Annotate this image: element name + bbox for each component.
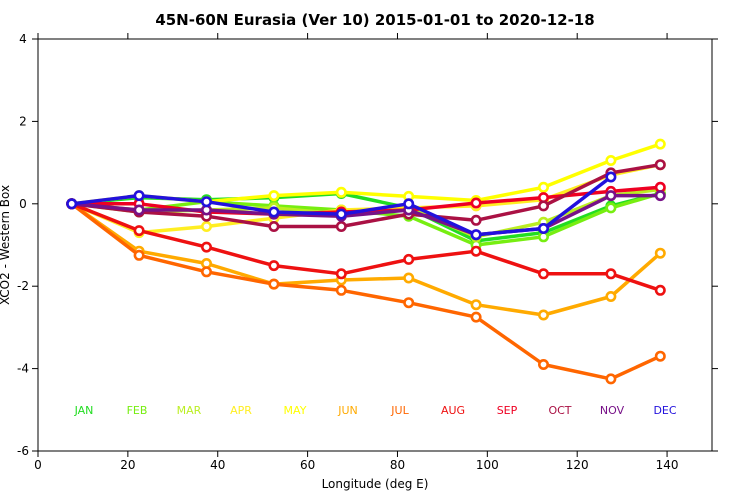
legend-jul: JUL bbox=[390, 404, 409, 417]
y-axis-label: XCO2 - Western Box bbox=[0, 185, 12, 305]
data-point bbox=[605, 373, 617, 385]
x-tick-label: 40 bbox=[210, 458, 225, 472]
data-point bbox=[335, 208, 347, 220]
data-point bbox=[201, 241, 213, 253]
data-point bbox=[537, 358, 549, 370]
legend-feb: FEB bbox=[127, 404, 148, 417]
data-point bbox=[605, 268, 617, 280]
data-point bbox=[654, 138, 666, 150]
data-point bbox=[654, 159, 666, 171]
series-line bbox=[69, 202, 663, 293]
data-point bbox=[133, 204, 145, 216]
data-point bbox=[403, 253, 415, 265]
data-point bbox=[470, 214, 482, 226]
data-point bbox=[537, 181, 549, 193]
data-point bbox=[654, 247, 666, 259]
x-tick-label: 120 bbox=[566, 458, 589, 472]
legend-dec: DEC bbox=[653, 404, 676, 417]
data-point bbox=[133, 225, 145, 237]
data-point bbox=[66, 198, 78, 210]
data-point bbox=[654, 350, 666, 362]
data-point bbox=[268, 221, 280, 233]
legend-oct: OCT bbox=[548, 404, 571, 417]
data-point bbox=[403, 297, 415, 309]
series-line bbox=[69, 193, 663, 237]
x-tick-label: 60 bbox=[300, 458, 315, 472]
data-point bbox=[403, 198, 415, 210]
data-point bbox=[201, 266, 213, 278]
y-tick-label: 4 bbox=[19, 32, 27, 46]
chart-title: 45N-60N Eurasia (Ver 10) 2015-01-01 to 2… bbox=[155, 11, 594, 29]
data-point bbox=[403, 272, 415, 284]
y-tick-label: 2 bbox=[19, 114, 27, 128]
data-point bbox=[537, 268, 549, 280]
series-dec bbox=[66, 171, 617, 241]
series-line bbox=[69, 185, 663, 216]
data-point bbox=[335, 268, 347, 280]
x-tick-label: 20 bbox=[120, 458, 135, 472]
legend-nov: NOV bbox=[600, 404, 625, 417]
data-point bbox=[133, 249, 145, 261]
legend-aug: AUG bbox=[441, 404, 465, 417]
y-tick-label: -6 bbox=[17, 444, 29, 458]
data-point bbox=[335, 221, 347, 233]
data-point bbox=[605, 171, 617, 183]
data-point bbox=[335, 186, 347, 198]
data-point bbox=[470, 245, 482, 257]
y-tick-label: -4 bbox=[17, 362, 29, 376]
data-point bbox=[654, 284, 666, 296]
legend-sep: SEP bbox=[497, 404, 518, 417]
data-point bbox=[268, 190, 280, 202]
y-tick-label: -2 bbox=[17, 279, 29, 293]
data-point bbox=[537, 223, 549, 235]
data-point bbox=[537, 309, 549, 321]
legend-mar: MAR bbox=[177, 404, 202, 417]
series-jul bbox=[66, 198, 666, 385]
data-point bbox=[335, 284, 347, 296]
series-line bbox=[69, 202, 663, 317]
x-tick-label: 0 bbox=[34, 458, 42, 472]
data-point bbox=[470, 299, 482, 311]
legend-may: MAY bbox=[284, 404, 307, 417]
data-point bbox=[201, 221, 213, 233]
series-line bbox=[69, 162, 663, 229]
legend-jun: JUN bbox=[337, 404, 358, 417]
x-tick-label: 100 bbox=[476, 458, 499, 472]
data-point bbox=[201, 196, 213, 208]
data-point bbox=[470, 197, 482, 209]
data-point bbox=[133, 190, 145, 202]
data-point bbox=[470, 311, 482, 323]
data-point bbox=[605, 190, 617, 202]
legend-apr: APR bbox=[230, 404, 252, 417]
data-point bbox=[537, 200, 549, 212]
data-point bbox=[268, 206, 280, 218]
data-point bbox=[268, 278, 280, 290]
x-axis-label: Longitude (deg E) bbox=[322, 477, 429, 491]
plot-frame bbox=[37, 38, 713, 452]
series-line bbox=[69, 191, 663, 243]
data-point bbox=[268, 260, 280, 272]
series-line bbox=[69, 202, 663, 381]
legend-jan: JAN bbox=[74, 404, 94, 417]
data-point bbox=[605, 202, 617, 214]
data-point bbox=[605, 155, 617, 167]
data-point bbox=[470, 229, 482, 241]
data-point bbox=[605, 290, 617, 302]
x-tick-label: 140 bbox=[656, 458, 679, 472]
x-tick-label: 80 bbox=[390, 458, 405, 472]
data-point bbox=[654, 190, 666, 202]
y-tick-label: 0 bbox=[19, 197, 27, 211]
